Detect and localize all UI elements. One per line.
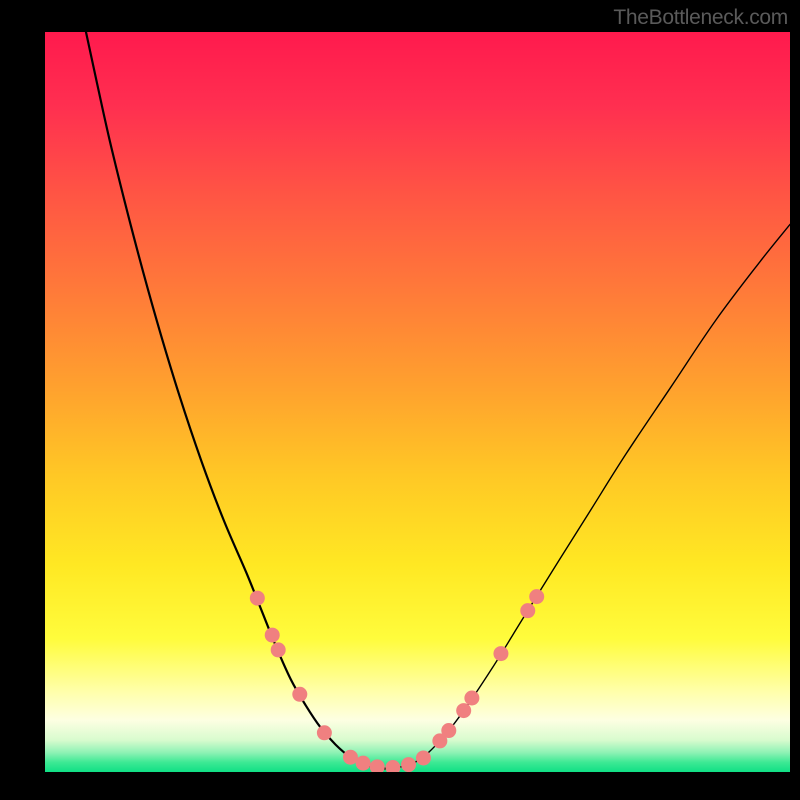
marker-point <box>317 725 332 740</box>
marker-point <box>292 687 307 702</box>
marker-point <box>385 760 400 772</box>
marker-point <box>250 591 265 606</box>
marker-point <box>520 603 535 618</box>
marker-point <box>493 646 508 661</box>
chart-plot-area <box>45 32 790 772</box>
watermark-text: TheBottleneck.com <box>613 6 788 30</box>
marker-point <box>529 589 544 604</box>
marker-point <box>370 759 385 772</box>
marker-point <box>401 757 416 772</box>
marker-point <box>416 750 431 765</box>
marker-point <box>271 642 286 657</box>
marker-point <box>356 756 371 771</box>
marker-point <box>441 723 456 738</box>
sample-markers <box>45 32 790 772</box>
marker-point <box>456 703 471 718</box>
marker-point <box>464 691 479 706</box>
marker-point <box>265 628 280 643</box>
